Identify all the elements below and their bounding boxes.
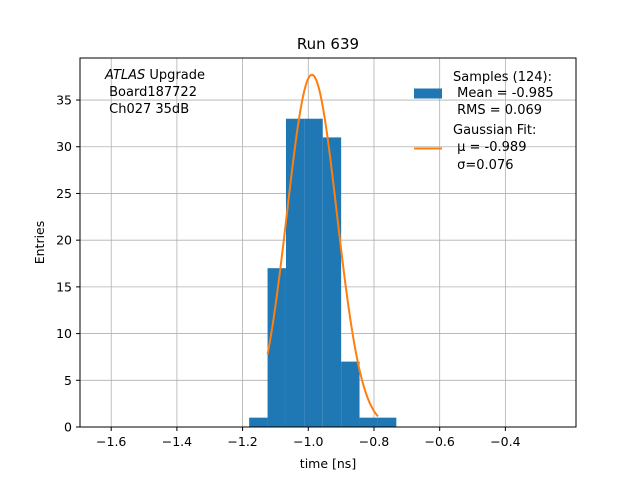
legend-fit-mu: μ = -0.989 [453,140,526,155]
legend-samples-title: Samples (124): [453,70,552,85]
y-tick-label: 20 [56,233,72,248]
histogram-bar [304,118,323,427]
channel-label: Ch027 35dB [105,102,189,117]
board-label: Board187722 [105,85,197,100]
atlas-italic: ATLAS [104,68,145,83]
histogram-bar [377,417,397,427]
x-tick-label: −1.0 [293,434,323,449]
y-tick-label: 0 [64,420,72,435]
legend-samples-rms: RMS = 0.069 [453,103,542,118]
histogram-bar [249,417,268,427]
gaussian-fit-curve [266,73,379,417]
x-tick-label: −0.4 [490,434,520,449]
y-tick-label: 10 [56,326,72,341]
x-tick-label: −0.6 [425,434,455,449]
y-tick-label: 35 [56,93,72,108]
legend-samples-mean: Mean = -0.985 [453,86,554,101]
y-tick-label: 15 [56,279,72,294]
x-tick-label: −0.8 [359,434,389,449]
legend-fit-title: Gaussian Fit: [453,123,536,138]
chart-title: Run 639 [297,35,359,53]
legend-fit-sigma: σ=0.076 [453,158,513,173]
legend: Samples (124): Mean = -0.985 RMS = 0.069… [414,70,554,173]
x-tick-label: −1.6 [96,434,126,449]
x-tick-label: −1.4 [162,434,192,449]
y-tick-label: 25 [56,186,72,201]
y-tick-label: 5 [64,373,72,388]
gaussian-fit-layer [266,73,379,417]
histogram-bar [285,118,305,427]
y-tick-label: 30 [56,139,72,154]
legend-swatch-samples [414,88,442,99]
y-axis-label: Entries [32,221,47,265]
histogram-bar [267,268,286,427]
x-tick-label: −1.2 [227,434,257,449]
plot-frame [79,57,577,428]
histogram-bar [322,137,342,427]
x-axis-label: time [ns] [300,456,356,471]
atlas-annotation: ATLAS Upgrade Board187722 Ch027 35dB [104,68,205,117]
histogram-bar [359,417,378,427]
atlas-upgrade: Upgrade [145,68,205,83]
atlas-label: ATLAS Upgrade [104,68,205,83]
histogram-bar [341,361,360,427]
axis-ticks: −1.6 −1.4 −1.2 −1.0 −0.8 −0.6 −0.4 0 5 10 15 20 25 30… [56,93,521,449]
